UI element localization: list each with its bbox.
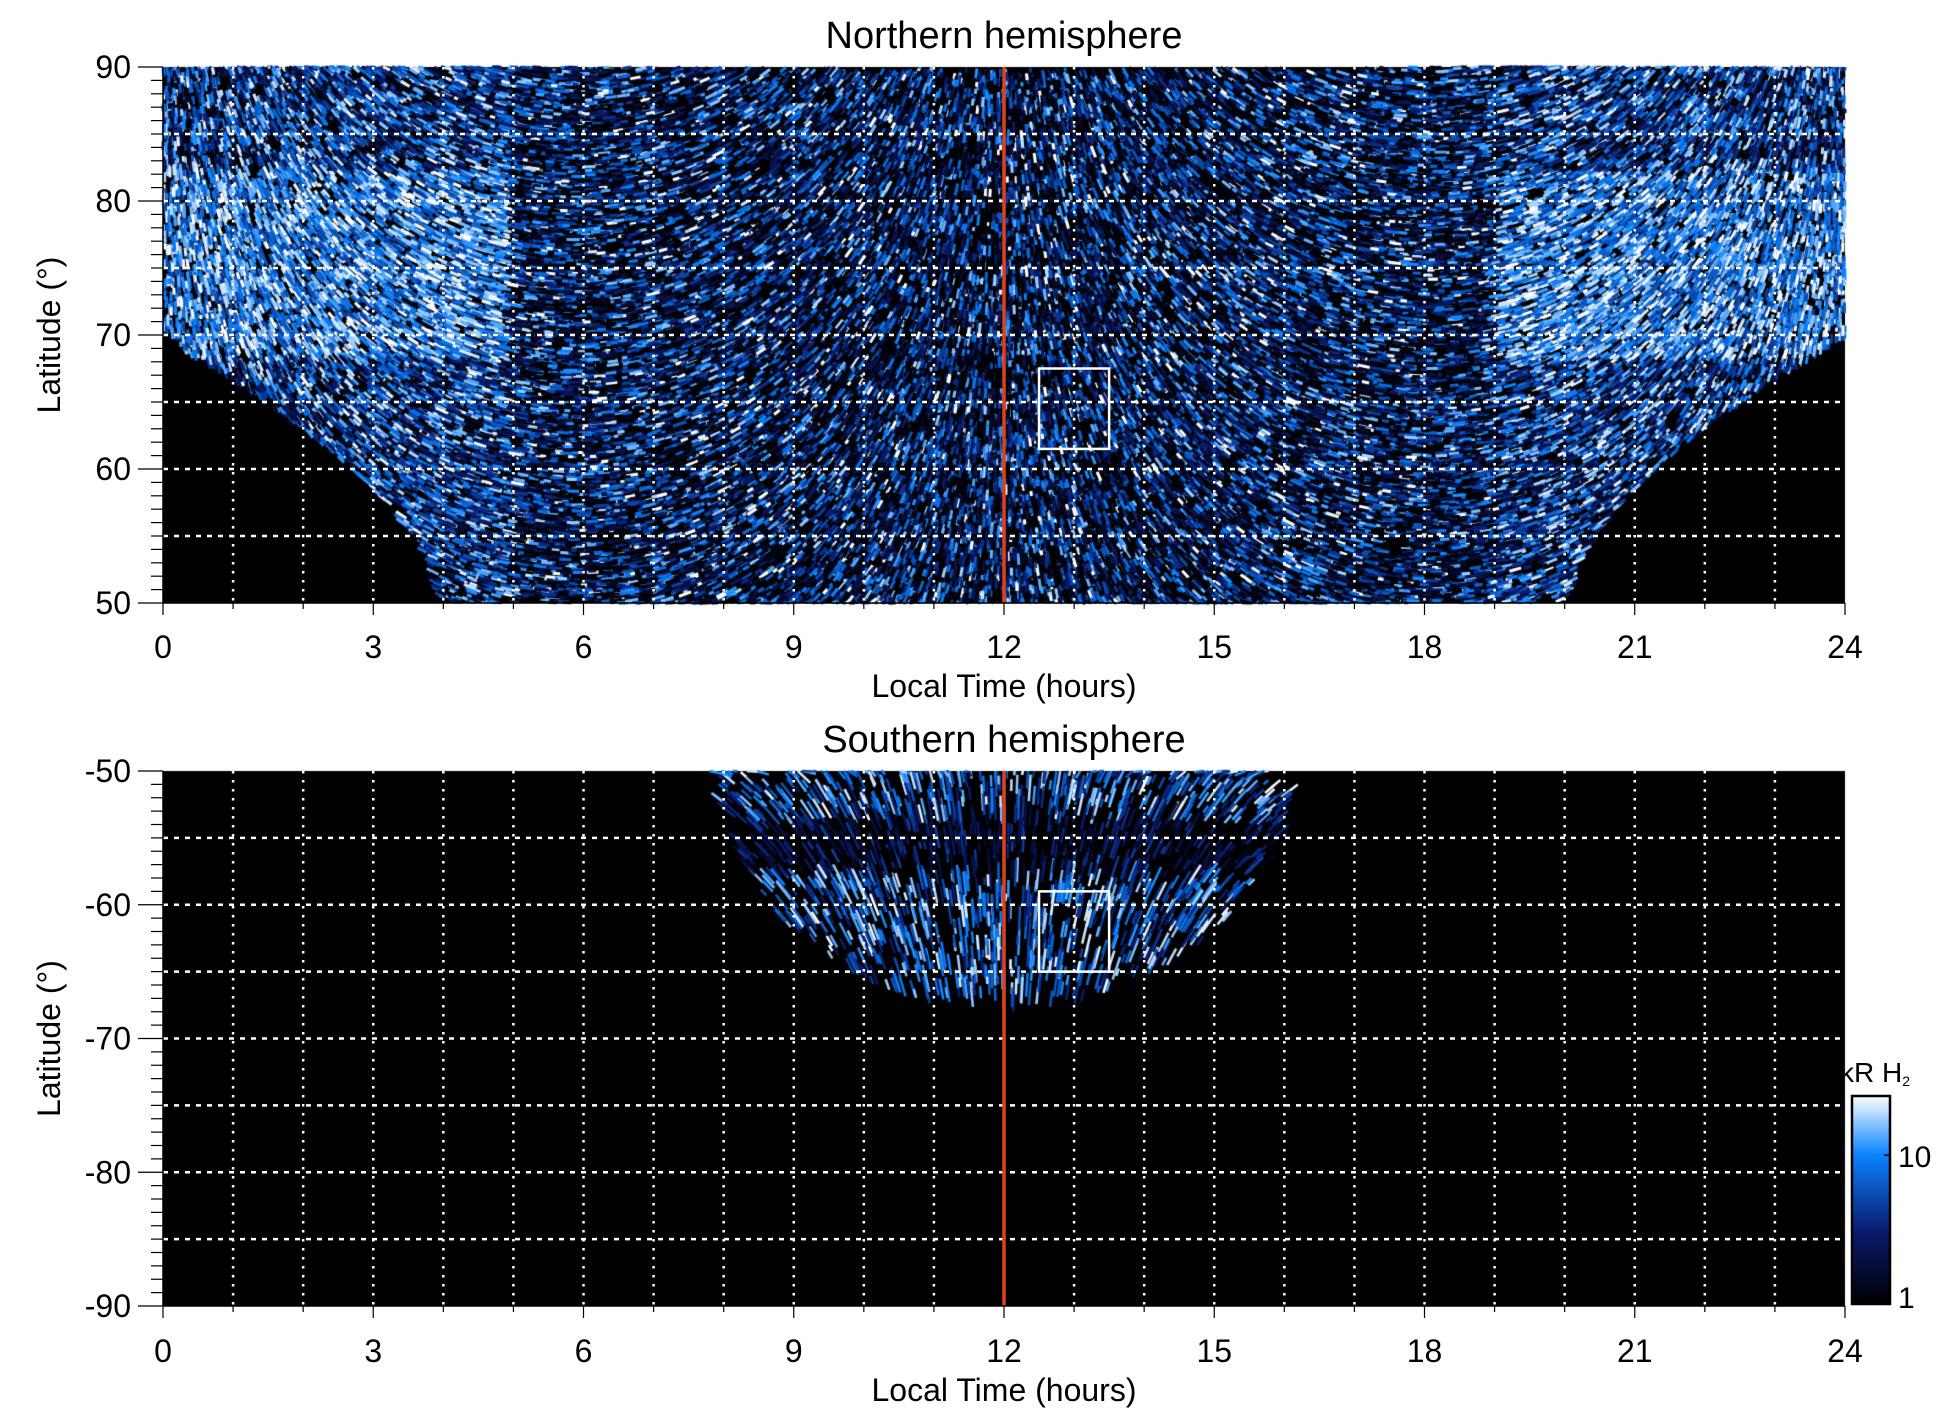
highlight-box [1037, 890, 1111, 973]
colorbar-tick-label: 10 [1898, 1141, 1931, 1174]
x-tick-label: 0 [154, 629, 172, 665]
y-tick-label: -50 [85, 753, 131, 789]
x-tick-label: 0 [154, 1333, 172, 1369]
x-tick-label: 24 [1827, 629, 1863, 665]
panel-title: Southern hemisphere [822, 719, 1185, 761]
x-tick-label: 24 [1827, 1333, 1863, 1369]
x-tick-label: 9 [785, 629, 803, 665]
x-tick-label: 9 [785, 1333, 803, 1369]
x-tick-label: 15 [1196, 1333, 1232, 1369]
y-tick-label: -90 [85, 1288, 131, 1324]
highlight-box [1037, 367, 1111, 451]
x-tick-label: 21 [1617, 629, 1653, 665]
x-tick-label: 6 [575, 629, 593, 665]
y-tick-label: 50 [95, 585, 131, 621]
x-axis-label: Local Time (hours) [872, 1372, 1137, 1408]
colorbar-label: kR H2 [1840, 1057, 1910, 1089]
y-tick-label: 70 [95, 317, 131, 353]
y-tick-label: 90 [95, 49, 131, 85]
x-tick-label: 12 [986, 1333, 1022, 1369]
y-tick-label: -80 [85, 1154, 131, 1190]
x-tick-label: 3 [364, 629, 382, 665]
colorbar [1850, 1094, 1892, 1306]
y-axis-label: Latitude (°) [31, 257, 67, 414]
x-axis-label: Local Time (hours) [872, 668, 1137, 704]
colorbar-label-unit: kR H [1840, 1057, 1902, 1088]
x-tick-label: 12 [986, 629, 1022, 665]
x-tick-label: 6 [575, 1333, 593, 1369]
colorbar-label-subscript: 2 [1902, 1073, 1910, 1089]
x-tick-label: 18 [1407, 629, 1443, 665]
y-tick-label: 60 [95, 451, 131, 487]
y-tick-label: -70 [85, 1021, 131, 1057]
panel-title: Northern hemisphere [826, 15, 1183, 57]
colorbar-tick-label: 1 [1898, 1282, 1915, 1315]
x-tick-label: 18 [1407, 1333, 1443, 1369]
y-axis-label: Latitude (°) [31, 960, 67, 1117]
y-tick-label: -60 [85, 887, 131, 923]
x-tick-label: 3 [364, 1333, 382, 1369]
x-tick-label: 15 [1196, 629, 1232, 665]
x-tick-label: 21 [1617, 1333, 1653, 1369]
y-tick-label: 80 [95, 183, 131, 219]
